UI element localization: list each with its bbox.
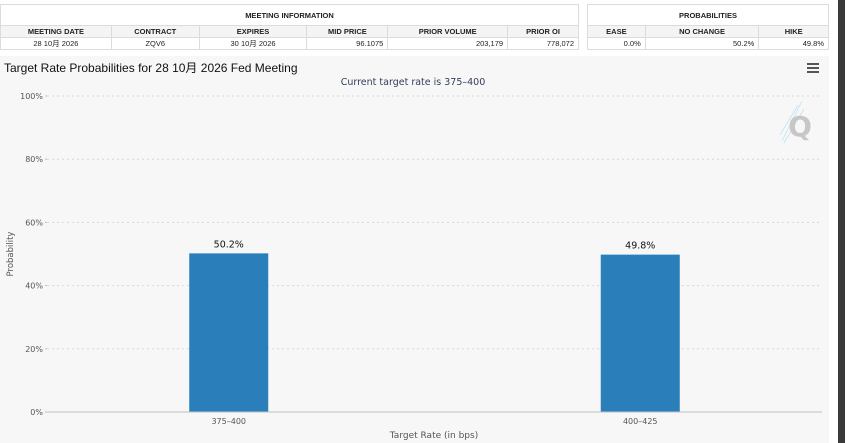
svg-text:Q: Q: [788, 110, 812, 143]
grid-lines: [47, 95, 822, 350]
x-tick-label: 375–400: [211, 417, 246, 426]
x-axis-ticks: 375–400 400–425: [211, 417, 657, 426]
col-no-change: NO CHANGE: [644, 25, 760, 38]
y-tick-label: 80%: [25, 155, 43, 164]
x-tick-label: 400–425: [623, 417, 658, 426]
hike-value: 49.8%: [758, 37, 829, 50]
col-contract: CONTRACT: [110, 25, 200, 38]
no-change-value: 50.2%: [644, 37, 760, 50]
data-labels: 50.2% 49.8%: [214, 239, 656, 251]
y-axis-title: Probability: [6, 232, 16, 277]
y-axis-ticks: 0% 20% 40% 60% 80% 100%: [20, 92, 47, 417]
probabilities-table: PROBABILITIES EASE NO CHANGE HIKE 0.0% 5…: [587, 4, 829, 50]
chart-title: Target Rate Probabilities for 28 10月 202…: [4, 61, 298, 75]
probabilities-header: PROBABILITIES: [587, 4, 829, 26]
col-prior-oi: PRIOR OI: [507, 25, 579, 38]
right-margin: [829, 56, 838, 443]
col-ease: EASE: [587, 25, 646, 38]
col-meeting-date: MEETING DATE: [0, 25, 112, 38]
expires-value: 30 10月 2026: [198, 37, 308, 50]
bar-data-label: 50.2%: [214, 239, 244, 250]
col-prior-volume: PRIOR VOLUME: [387, 25, 509, 38]
y-tick-label: 40%: [25, 282, 43, 291]
meeting-information-table: MEETING INFORMATION MEETING DATE CONTRAC…: [0, 4, 579, 50]
y-tick-label: 60%: [25, 218, 43, 227]
y-tick-label: 100%: [20, 92, 43, 101]
bar-400–425[interactable]: [600, 254, 680, 412]
col-hike: HIKE: [758, 25, 829, 38]
chart-panel: Target Rate Probabilities for 28 10月 202…: [0, 56, 829, 443]
col-expires: EXPIRES: [198, 25, 308, 38]
hamburger-menu-icon[interactable]: [807, 63, 819, 73]
bar-375–400[interactable]: [189, 253, 269, 412]
bar-data-label: 49.8%: [625, 241, 655, 252]
ease-value: 0.0%: [587, 37, 646, 50]
contract-value: ZQV6: [110, 37, 200, 50]
q-logo-icon: Q: [779, 100, 812, 144]
meeting-date-value: 28 10月 2026: [0, 37, 112, 50]
x-axis-title: Target Rate (in bps): [389, 431, 478, 441]
col-mid-price: MID PRICE: [306, 25, 389, 38]
bars: [189, 253, 680, 412]
prior-oi-value: 778,072: [507, 37, 579, 50]
mid-price-value: 96.1075: [306, 37, 389, 50]
bar-chart: 0% 20% 40% 60% 80% 100% 50.2% 49.8% 375–400 400…: [6, 77, 822, 441]
scrollbar[interactable]: [838, 0, 845, 443]
prior-volume-value: 203,179: [387, 37, 509, 50]
meeting-information-header: MEETING INFORMATION: [0, 4, 579, 26]
y-tick-label: 20%: [25, 345, 43, 354]
y-tick-label: 0%: [30, 408, 43, 417]
chart-subtitle: Current target rate is 375–400: [341, 77, 486, 88]
